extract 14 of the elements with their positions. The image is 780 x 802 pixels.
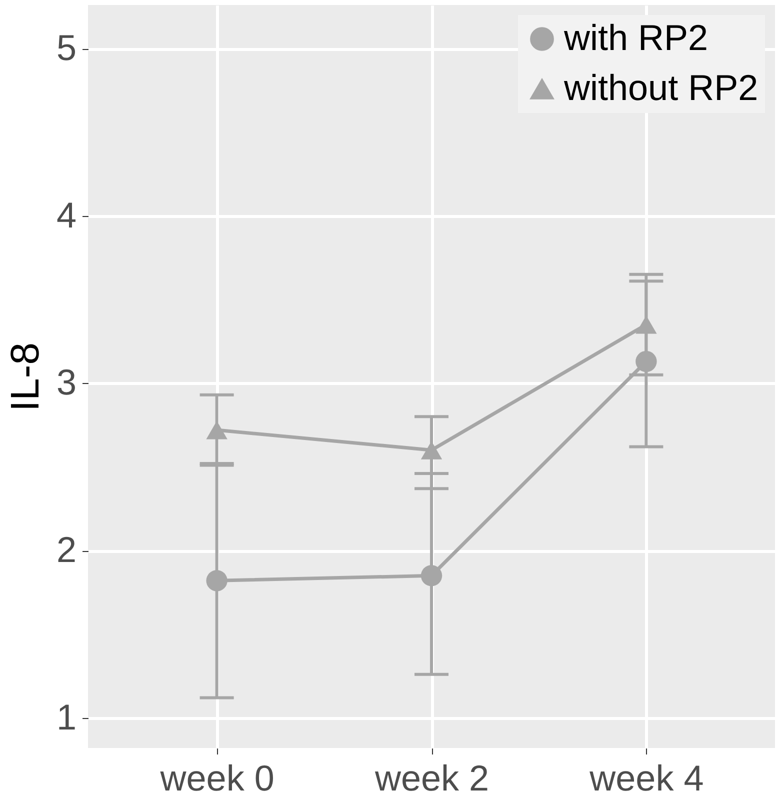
x-tick-label: week 0 [159, 758, 274, 798]
y-tick-label: 1 [56, 696, 76, 738]
legend-label: without RP2 [563, 67, 758, 108]
x-tick-label: week 2 [374, 758, 490, 798]
y-tick-label: 3 [56, 362, 76, 403]
point [206, 570, 228, 592]
y-tick-label: 2 [56, 529, 76, 570]
legend-label: with RP2 [563, 17, 708, 58]
point [636, 350, 657, 372]
y-tick-label: 5 [56, 27, 76, 68]
y-tick-label: 4 [56, 194, 76, 236]
x-tick-label: week 4 [588, 758, 704, 798]
y-axis-title: IL-8 [3, 342, 48, 412]
point [420, 565, 442, 586]
